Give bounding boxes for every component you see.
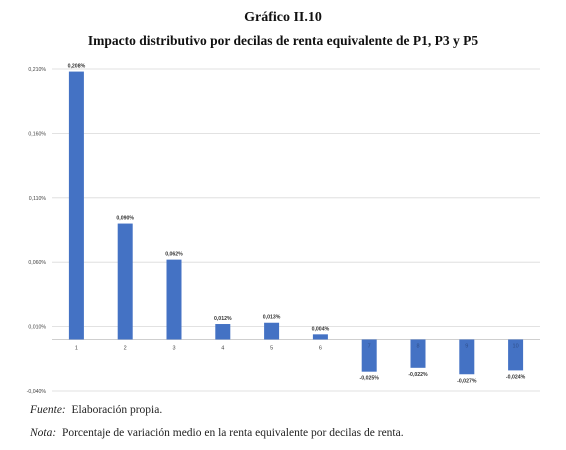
bar xyxy=(508,339,524,371)
data-label: 0,090% xyxy=(116,216,134,222)
bar xyxy=(361,339,377,372)
bar xyxy=(166,259,182,340)
data-label: 0,208% xyxy=(68,64,86,70)
y-tick-label: -0,040% xyxy=(27,389,47,395)
y-tick-label: 0,010% xyxy=(28,325,46,331)
bar xyxy=(117,223,133,340)
data-label: 0,062% xyxy=(165,252,183,258)
y-tick-label: 0,110% xyxy=(29,196,47,202)
data-label: -0,025% xyxy=(360,376,380,382)
data-label: -0,027% xyxy=(457,378,477,384)
data-label: 0,013% xyxy=(263,315,281,321)
source-note: Fuente: Elaboración propia. xyxy=(30,404,162,416)
note-text: Porcentaje de variación medio en la rent… xyxy=(61,427,404,439)
bar xyxy=(215,324,231,340)
x-tick-label: 1 xyxy=(75,345,78,351)
footnote: Nota: Porcentaje de variación medio en l… xyxy=(30,427,404,439)
bar xyxy=(459,339,475,375)
x-tick-label: 6 xyxy=(319,345,322,351)
gridlines xyxy=(52,68,540,392)
y-tick-label: 0,210% xyxy=(28,67,46,73)
y-tick-label: 0,160% xyxy=(28,131,46,137)
bar xyxy=(312,334,328,340)
figure-label: Gráfico II.10 xyxy=(244,10,322,25)
data-labels: 0,208% 0,090% 0,062% 0,012% 0,013% 0,004% -0,0… xyxy=(68,64,526,385)
bar xyxy=(410,339,426,368)
x-tick-label: 10 xyxy=(513,343,519,349)
x-axis: 1 2 3 4 5 6 7 8 9 10 xyxy=(75,343,519,351)
data-label: -0,022% xyxy=(408,372,428,378)
source-label: Fuente: xyxy=(30,404,66,416)
data-label: 0,012% xyxy=(214,316,232,322)
x-tick-label: 3 xyxy=(172,345,175,351)
x-tick-label: 8 xyxy=(416,343,419,349)
x-tick-label: 5 xyxy=(270,345,273,351)
x-tick-label: 9 xyxy=(465,343,468,349)
bar xyxy=(68,71,84,340)
y-axis: -0,040% 0,010% 0,060% 0,110% 0,160% 0,210% xyxy=(27,67,47,395)
data-label: 0,004% xyxy=(312,326,330,332)
note-label: Nota: xyxy=(30,427,57,439)
chart-title: Impacto distributivo por decilas de rent… xyxy=(87,33,479,48)
x-tick-label: 2 xyxy=(124,345,127,351)
x-tick-label: 7 xyxy=(368,343,371,349)
y-tick-label: 0,060% xyxy=(28,260,46,266)
x-tick-label: 4 xyxy=(221,345,224,351)
bars xyxy=(68,71,524,375)
bar xyxy=(264,322,280,340)
data-label: -0,024% xyxy=(506,374,526,380)
source-text: Elaboración propia. xyxy=(71,404,163,416)
